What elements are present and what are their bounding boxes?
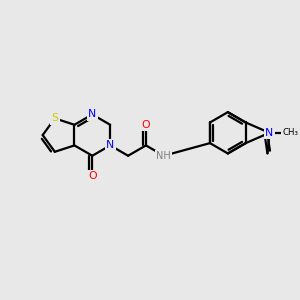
Text: CH₃: CH₃ bbox=[282, 128, 298, 137]
Text: O: O bbox=[88, 171, 97, 182]
Text: N: N bbox=[265, 128, 274, 138]
Text: O: O bbox=[142, 120, 150, 130]
Text: N: N bbox=[88, 110, 97, 119]
Text: NH: NH bbox=[157, 151, 171, 161]
Text: S: S bbox=[51, 113, 58, 123]
Text: N: N bbox=[106, 140, 114, 150]
